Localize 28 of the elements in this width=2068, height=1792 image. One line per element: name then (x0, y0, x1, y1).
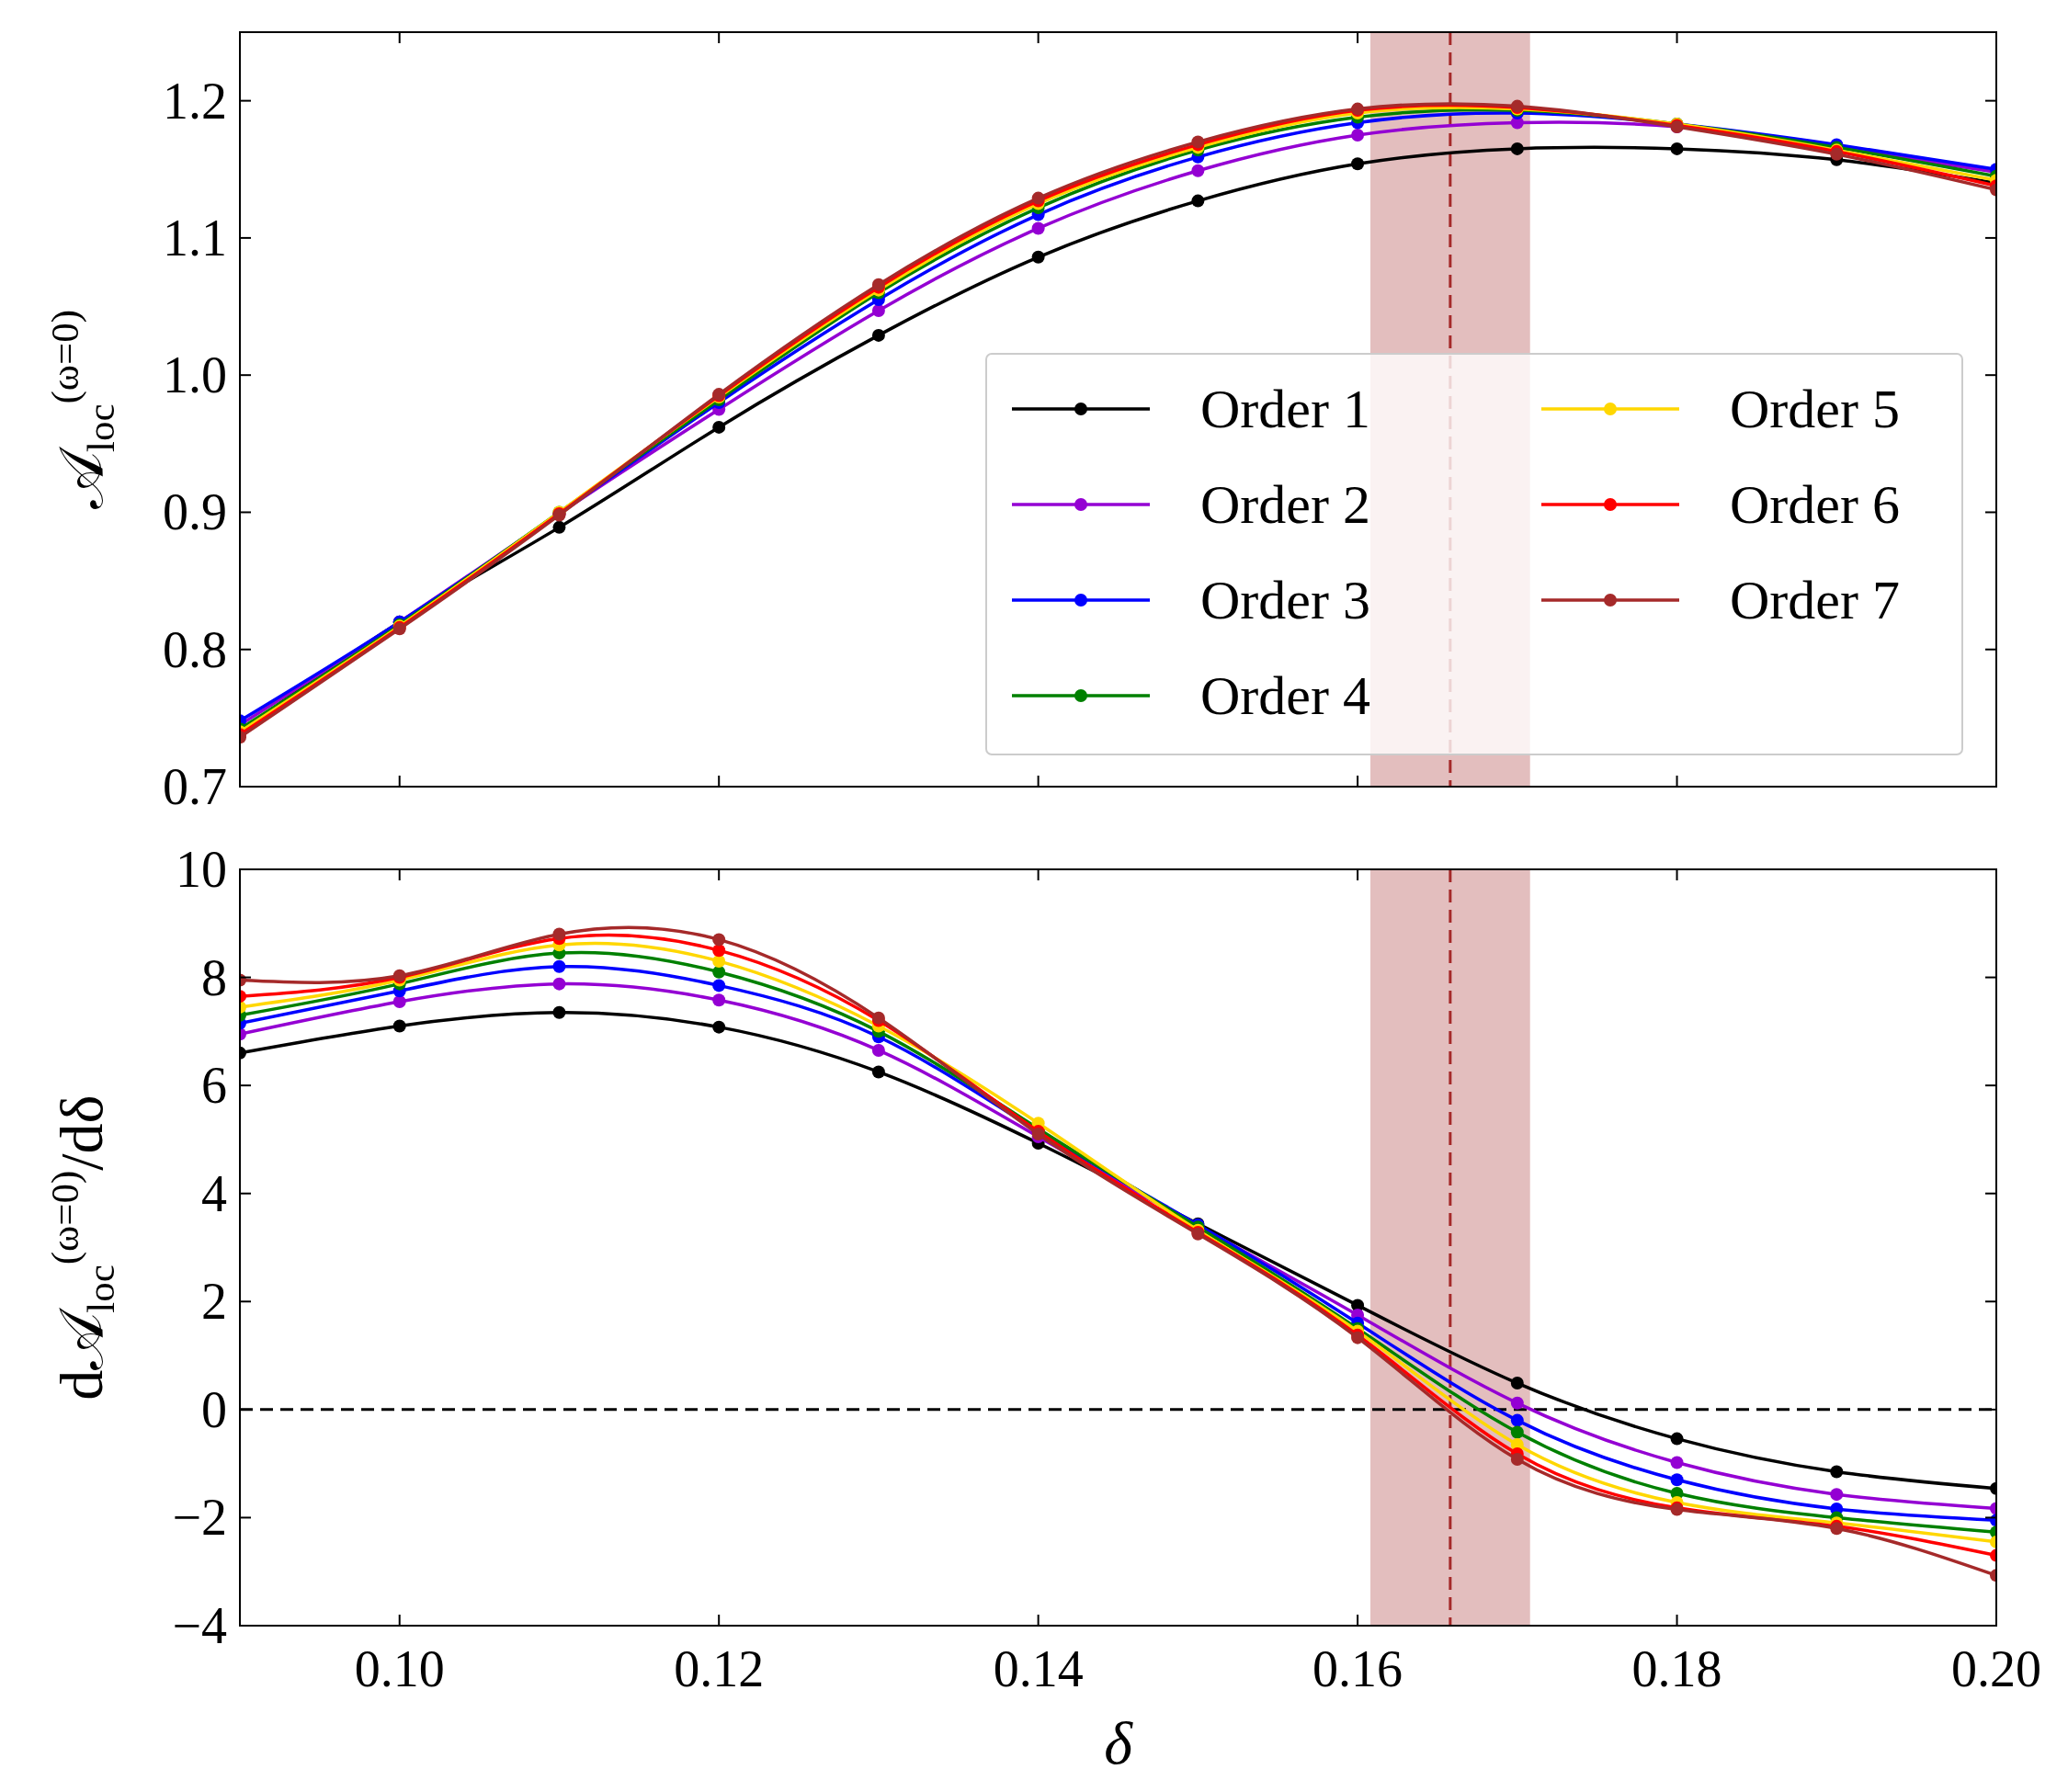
y-tick-label: −2 (172, 1489, 227, 1547)
y-tick-label: 1.0 (163, 346, 227, 404)
legend-label: Order 5 (1730, 379, 1900, 439)
y-tick-label: 8 (201, 948, 227, 1006)
legend-label: Order 3 (1200, 570, 1370, 630)
y-tick-label: 6 (201, 1057, 227, 1115)
x-tick-label: 0.12 (674, 1640, 765, 1697)
y-tick-label: 10 (176, 841, 227, 898)
y-tick-label: 2 (201, 1273, 227, 1331)
y-tick-label: 1.2 (163, 72, 227, 130)
y-tick-label: 0.8 (163, 620, 227, 678)
y-tick-label: −4 (172, 1597, 227, 1654)
x-tick-label: 0.14 (993, 1640, 1084, 1697)
x-tick-label: 0.18 (1631, 1640, 1722, 1697)
legend-label: Order 6 (1730, 474, 1900, 535)
y-tick-label: 0 (201, 1380, 227, 1438)
y-tick-label: 4 (201, 1164, 227, 1222)
y-tick-label: 1.1 (163, 209, 227, 267)
legend-label: Order 1 (1200, 379, 1370, 439)
x-axis-title: δ (1104, 1709, 1134, 1776)
x-tick-label: 0.16 (1312, 1640, 1403, 1697)
legend-label: Order 2 (1200, 474, 1370, 535)
y-tick-label: 0.7 (163, 758, 227, 815)
legend-label: Order 4 (1200, 665, 1370, 726)
y-tick-label: 0.9 (163, 483, 227, 541)
x-tick-label: 0.10 (354, 1640, 445, 1697)
x-tick-label: 0.20 (1951, 1640, 2041, 1697)
legend-label: Order 7 (1730, 570, 1900, 630)
